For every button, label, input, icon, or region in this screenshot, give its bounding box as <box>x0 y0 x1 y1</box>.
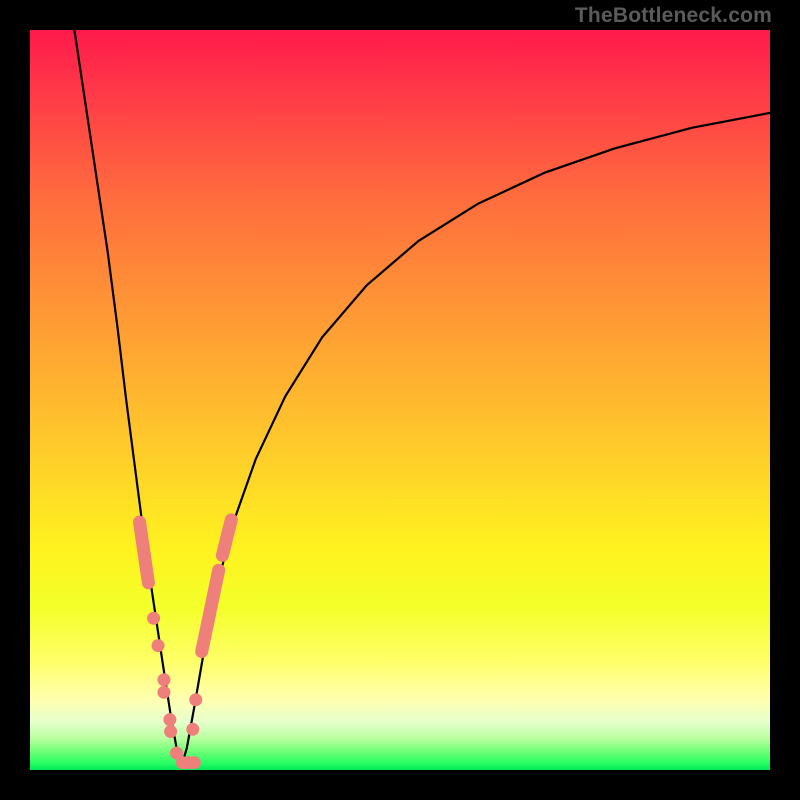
chart-frame: TheBottleneck.com <box>0 0 800 800</box>
marker-dot <box>186 723 199 736</box>
plot-area <box>30 30 770 770</box>
marker-dot <box>152 639 165 652</box>
marker-dot <box>157 673 170 686</box>
watermark-text: TheBottleneck.com <box>575 4 772 28</box>
marker-dot <box>163 713 176 726</box>
marker-dot <box>189 693 202 706</box>
marker-capsule <box>140 522 149 583</box>
marker-capsule <box>222 520 231 556</box>
marker-dot <box>147 612 160 625</box>
curve-layer <box>30 30 770 770</box>
bottleneck-curve <box>74 30 770 766</box>
data-markers <box>140 520 232 769</box>
marker-dot <box>188 756 201 769</box>
marker-capsule <box>202 570 219 651</box>
marker-dot <box>164 725 177 738</box>
marker-dot <box>157 686 170 699</box>
